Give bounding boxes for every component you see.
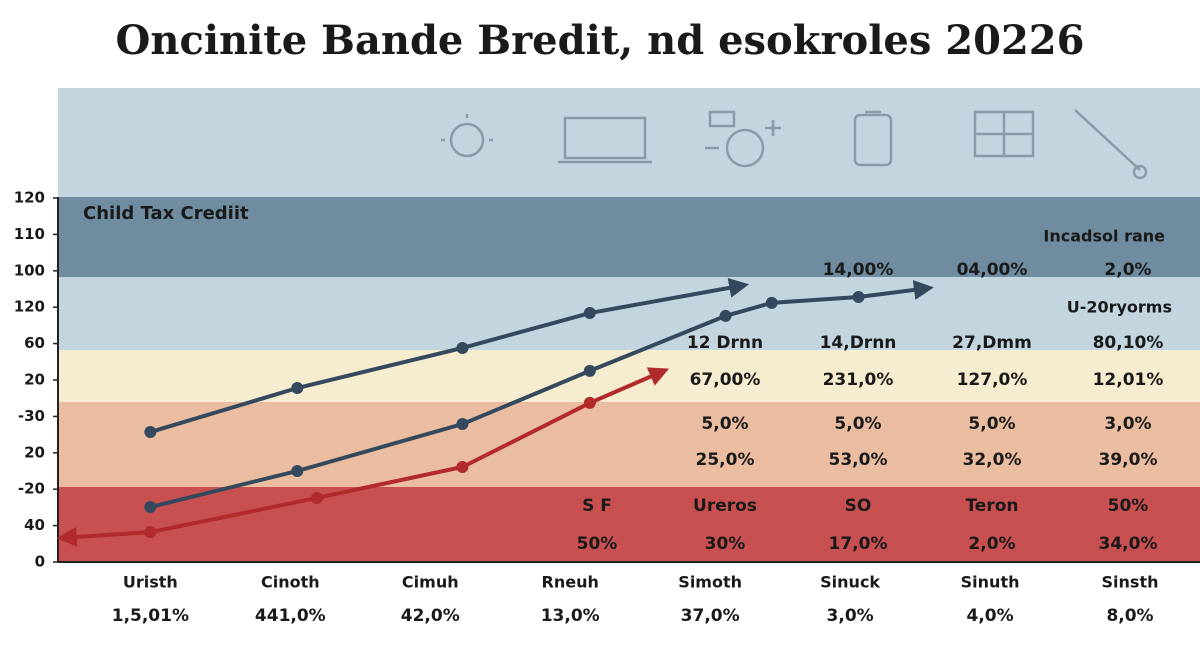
x-tick-label: Sinsth xyxy=(1102,573,1159,592)
point xyxy=(291,382,304,395)
table-cell: 12,01% xyxy=(1093,370,1164,390)
x-tick-label: Rneuh xyxy=(542,573,599,592)
table-cell: 39,0% xyxy=(1099,450,1158,470)
point xyxy=(310,491,323,504)
point xyxy=(765,296,778,309)
y-tick-label: 0 xyxy=(35,553,45,571)
point xyxy=(456,418,469,431)
table-cell: 5,0% xyxy=(834,414,881,434)
series-line xyxy=(56,367,670,547)
table-cell: SO xyxy=(845,496,872,516)
table-cell: 5,0% xyxy=(701,414,748,434)
table-cell: Teron xyxy=(965,496,1018,516)
y-tick-label: 120 xyxy=(14,189,45,207)
band-dark xyxy=(58,197,1200,277)
category-value: 37,0% xyxy=(681,606,740,626)
x-tick-label: Sinuth xyxy=(961,573,1020,592)
point xyxy=(583,364,596,377)
y-tick-label: 120 xyxy=(14,298,45,316)
category-value: 1,5,01% xyxy=(112,606,189,626)
chart-title: Oncinite Bande Bredit, nd esokroles 2022… xyxy=(116,17,1085,64)
table-cell: 30% xyxy=(705,534,746,554)
band-cream xyxy=(58,350,1200,402)
table-cell: 80,10% xyxy=(1093,333,1164,353)
point xyxy=(719,309,732,322)
x-tick-label: Uristh xyxy=(123,573,178,592)
table-cell: Ureros xyxy=(693,496,757,516)
x-tick-label: Sinuck xyxy=(820,573,880,592)
band-label: Child Tax Crediit xyxy=(83,203,249,224)
table-cell: 32,0% xyxy=(963,450,1022,470)
table-cell: 67,00% xyxy=(690,370,761,390)
y-tick-label: 60 xyxy=(24,334,45,352)
band-label: Incadsol rane xyxy=(1043,227,1165,246)
table-cell: 2,0% xyxy=(1104,260,1151,280)
point xyxy=(583,307,596,320)
x-tick-label: Cinoth xyxy=(261,573,320,592)
category-value: 8,0% xyxy=(1106,606,1153,626)
y-tick-label: -20 xyxy=(18,480,45,498)
y-tick-label: -30 xyxy=(18,407,45,425)
point xyxy=(144,426,157,439)
table-cell: 12 Drnn xyxy=(687,333,763,353)
category-value: 441,0% xyxy=(255,606,326,626)
category-value: 42,0% xyxy=(401,606,460,626)
y-tick-label: 110 xyxy=(14,225,45,243)
table-cell: 14,Drnn xyxy=(820,333,897,353)
table-cell: 127,0% xyxy=(957,370,1028,390)
point xyxy=(144,526,157,539)
table-cell: 25,0% xyxy=(696,450,755,470)
table-cell: 53,0% xyxy=(829,450,888,470)
band-label: U-20ryorms xyxy=(1067,298,1172,317)
table-cell: 50% xyxy=(1108,496,1149,516)
table-cell: 34,0% xyxy=(1099,534,1158,554)
band-red xyxy=(58,487,1200,562)
table-cell: 3,0% xyxy=(1104,414,1151,434)
category-value: 4,0% xyxy=(966,606,1013,626)
table-cell: 17,0% xyxy=(829,534,888,554)
icons xyxy=(441,109,1148,180)
table-cell: 14,00% xyxy=(823,260,894,280)
table-cell: 231,0% xyxy=(823,370,894,390)
x-tick-label: Simoth xyxy=(678,573,742,592)
y-tick-label: 100 xyxy=(14,261,45,279)
point xyxy=(144,501,157,514)
header-band xyxy=(58,88,1200,197)
table-cell: 04,00% xyxy=(957,260,1028,280)
category-value: 3,0% xyxy=(827,606,874,626)
table-cell: 5,0% xyxy=(968,414,1015,434)
point xyxy=(583,396,596,409)
table-cell: S F xyxy=(582,496,612,516)
point xyxy=(456,341,469,354)
y-tick-label: 40 xyxy=(24,516,45,534)
point xyxy=(291,465,304,477)
category-value: 13,0% xyxy=(541,606,600,626)
y-tick-label: 20 xyxy=(24,371,45,389)
y-tick-label: 20 xyxy=(24,443,45,461)
table-cell: 27,Dmm xyxy=(952,333,1032,353)
point xyxy=(852,291,865,304)
x-tick-label: Cimuh xyxy=(402,573,459,592)
table-cell: 50% xyxy=(577,534,618,554)
band-peach xyxy=(58,402,1200,487)
point xyxy=(456,460,469,473)
band-light xyxy=(58,277,1200,350)
table-cell: 2,0% xyxy=(968,534,1015,554)
